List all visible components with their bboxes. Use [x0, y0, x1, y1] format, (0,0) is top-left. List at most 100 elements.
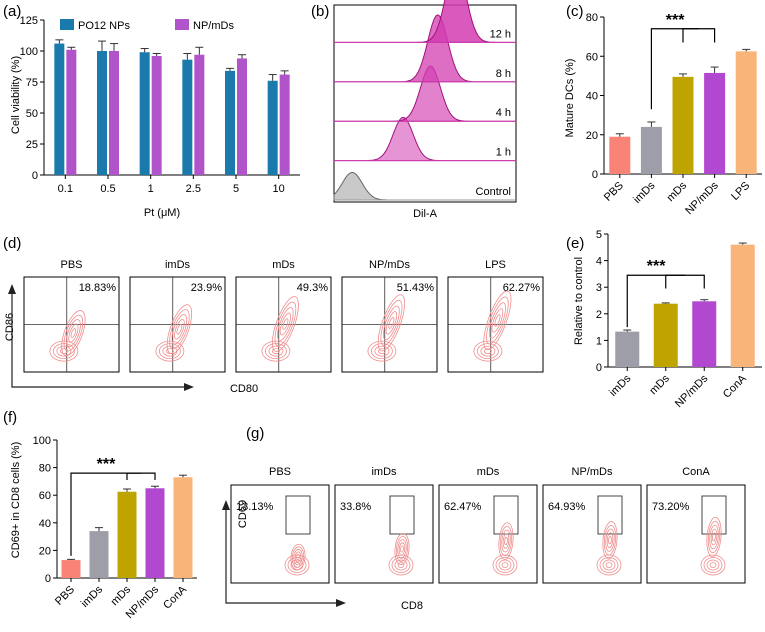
g-contour [709, 562, 717, 568]
a-bar [279, 74, 290, 175]
g-plot-frame [334, 484, 434, 584]
g-gate-value: 33.8% [340, 501, 371, 513]
d-contour [374, 345, 390, 357]
b-trace-label: 12 h [490, 28, 511, 40]
d-plot-title: mDs [272, 259, 295, 271]
a-bar [194, 54, 205, 175]
g-contour [293, 548, 303, 566]
d-contour [61, 310, 86, 356]
a-y-tick-label: 125 [20, 15, 38, 27]
d-contour [261, 340, 291, 362]
c-x-tick-label: imDs [631, 179, 658, 206]
d-contour [166, 304, 193, 355]
e-y-tick-label: 2 [596, 309, 602, 321]
e-bar [692, 301, 717, 367]
g-contour [599, 557, 619, 573]
d-contour [271, 348, 280, 355]
c-x-tick-label: mDs [665, 179, 690, 204]
d-contour [162, 345, 178, 357]
a-bar [139, 52, 150, 175]
f-x-tick-label: imDs [79, 583, 106, 610]
d-ylabel: CD86 [4, 313, 16, 341]
a-y-tick-label: 100 [20, 46, 38, 58]
f-y-tick-label: 100 [33, 435, 51, 447]
g-contour [400, 545, 404, 553]
g-contour [294, 551, 302, 563]
g-gate-value: 64.93% [548, 501, 586, 513]
g-contour [501, 529, 511, 553]
f-y-tick-label: 40 [39, 518, 51, 530]
g-plot-title: NP/mDs [572, 466, 613, 478]
g-contour [502, 533, 510, 549]
e-x-tick-label: NP/mDs [673, 372, 711, 410]
g-axis-arrows [225, 508, 338, 604]
legend-label-npmds: NP/mDs [193, 20, 234, 32]
d-contour [486, 296, 509, 345]
d-contour [473, 340, 503, 362]
e-x-tick-label: mDs [647, 372, 672, 397]
a-bar [66, 49, 77, 176]
g-contour [492, 554, 518, 576]
a-x-tick-label: 1 [148, 183, 154, 195]
c-x-tick-label: NP/mDs [683, 179, 721, 217]
e-y-tick-label: 3 [596, 282, 602, 294]
a-x-tick-label: 0.1 [58, 183, 73, 195]
a-y-tick-label: 50 [26, 108, 38, 120]
f-bar [173, 477, 193, 578]
c-bar [640, 126, 662, 174]
g-contour [495, 557, 515, 573]
g-contour [606, 532, 614, 549]
g-gate-value: 62.47% [444, 501, 482, 513]
g-contour [397, 539, 407, 559]
d-contour [383, 305, 400, 341]
d-contour [488, 302, 506, 339]
g-contour [398, 542, 406, 556]
g-contour [498, 559, 512, 571]
d-contour [169, 309, 190, 350]
b-histogram-trace [334, 14, 516, 83]
g-contour [391, 557, 411, 573]
d-contour [388, 316, 395, 329]
d-contour [480, 345, 496, 357]
e-sig-label: *** [647, 258, 666, 275]
b-trace-label: 1 h [496, 147, 511, 159]
c-ylabel: Mature DCs (%) [564, 59, 576, 138]
d-contour [377, 348, 386, 355]
a-bar [182, 59, 193, 175]
c-sig-bracket-group [682, 28, 716, 43]
c-bar [672, 76, 694, 174]
d-contour [377, 294, 406, 352]
d-contour [282, 318, 289, 330]
e-sig-bracket-group [665, 274, 705, 289]
panel-label-e: (e) [566, 235, 584, 252]
g-gate-box [285, 495, 311, 535]
b-trace-label: 8 h [496, 68, 511, 80]
e-bar [653, 303, 678, 367]
legend-swatch-po12 [60, 19, 74, 30]
f-sig-label: *** [97, 456, 116, 473]
f-y-tick-label: 60 [39, 490, 51, 502]
d-contour [70, 328, 77, 338]
panel-label-g: (g) [246, 425, 264, 442]
b-trace-label: 4 h [496, 107, 511, 119]
d-contour [367, 340, 397, 362]
g-ylabel: CD69 [237, 500, 249, 528]
g-contour [287, 557, 307, 573]
d-contour [483, 290, 512, 351]
legend-label-po12: PO12 NPs [78, 20, 130, 32]
g-contour [395, 536, 409, 562]
b-xlabel: Dil-A [413, 208, 437, 220]
c-bar [704, 72, 726, 174]
d-contour [279, 312, 292, 336]
g-plot-title: mDs [477, 466, 500, 478]
g-xlabel: CD8 [401, 600, 423, 612]
a-y-tick-label: 25 [26, 139, 38, 151]
panel-label-d: (d) [3, 235, 21, 252]
d-contour [271, 296, 299, 352]
a-bar [237, 58, 247, 175]
f-bar [61, 560, 81, 578]
g-contour [394, 559, 408, 571]
g-contour [603, 524, 617, 556]
g-gate-box [597, 495, 623, 535]
